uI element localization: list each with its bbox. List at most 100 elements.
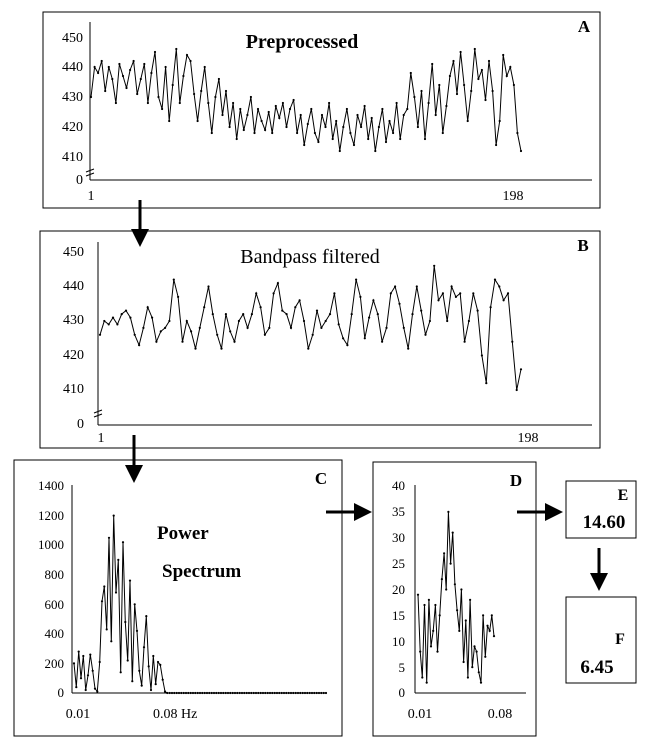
panel-b-point	[515, 388, 518, 392]
panel-c-point	[217, 691, 220, 695]
panel-c-point	[294, 691, 297, 695]
panel-b-point	[263, 333, 266, 336]
panel-c-point	[203, 691, 206, 695]
panel-c-point	[285, 691, 288, 695]
panel-b-point	[224, 313, 227, 316]
panel-b-ytick-420: 420	[63, 348, 84, 363]
panel-c-point	[166, 691, 169, 695]
panel-b-point	[302, 319, 306, 323]
panel-a-point	[246, 113, 249, 117]
panel-a-point	[377, 125, 380, 129]
panel-d-point	[490, 614, 493, 617]
panel-b-point	[446, 319, 449, 323]
panel-d-xtick-start: 0.01	[408, 707, 433, 722]
panel-a-point	[434, 113, 437, 117]
panel-d-point	[488, 629, 491, 633]
panel-d-letter: D	[510, 471, 522, 490]
panel-a-point	[278, 116, 281, 120]
panel-c-point	[229, 691, 232, 695]
panel-b-ytick-450: 450	[63, 245, 84, 260]
panel-b-point	[315, 309, 319, 312]
panel-a-point	[296, 131, 299, 135]
panel-b-point	[407, 347, 410, 350]
panel-b-point	[281, 309, 284, 312]
panel-d-series-line	[417, 511, 495, 683]
panel-b-point	[229, 330, 232, 333]
panel-c-point	[315, 691, 318, 695]
panel-c-point	[180, 691, 183, 695]
panel-a-point	[185, 53, 189, 57]
panel-e: E 14.60	[565, 480, 637, 539]
panel-a-point	[196, 119, 199, 123]
panel-a-point	[285, 125, 288, 129]
panel-d-point	[416, 593, 420, 596]
panel-b-ytick-430: 430	[63, 313, 84, 328]
panel-d-point	[475, 650, 478, 653]
panel-a-frame	[42, 11, 601, 209]
panel-d-point	[449, 562, 452, 565]
panel-d-ytick-40: 40	[392, 478, 405, 493]
panel-b-point	[133, 333, 136, 336]
panel-a-point	[392, 131, 395, 135]
panel-a-point	[239, 107, 242, 111]
panel-b-title: Bandpass filtered	[240, 246, 379, 268]
panel-d-point	[477, 671, 480, 674]
panel-b-point	[411, 313, 414, 316]
panel-a-point	[175, 47, 178, 51]
panel-a-point	[97, 71, 100, 75]
panel-a-point	[306, 122, 309, 126]
panel-c-point	[140, 684, 143, 687]
panel-a-point	[384, 140, 388, 144]
panel-b-point	[272, 292, 275, 295]
panel-c-point	[222, 691, 225, 695]
panel-b-point	[233, 340, 236, 343]
panel-d-ytick-5: 5	[399, 660, 406, 675]
panel-a-point	[274, 104, 277, 108]
panel-c-ytick-1400: 1400	[38, 478, 64, 493]
panel-d-point	[458, 629, 461, 633]
panel-c-point	[86, 674, 90, 677]
panel-b-point	[138, 344, 141, 347]
panel-b-point	[185, 319, 188, 323]
panel-a-point	[111, 77, 114, 81]
panel-c-point	[280, 691, 283, 695]
panel-a-point	[221, 113, 224, 117]
panel-d-point	[464, 619, 467, 622]
panel-b-point	[476, 309, 479, 312]
panel-a-point	[207, 101, 210, 105]
panel-b-point	[359, 295, 362, 298]
panel-d-point	[438, 614, 441, 617]
panel-b-point	[198, 326, 201, 329]
panel-c-point	[79, 677, 83, 680]
panel-b-point	[207, 285, 210, 288]
panel-b-point	[441, 292, 444, 295]
panel-c-point	[124, 620, 127, 624]
panel-a-point	[413, 95, 416, 99]
panel-c-point	[84, 688, 87, 692]
panel-b-point	[420, 309, 423, 312]
panel-a-point	[164, 65, 167, 69]
panel-b-point	[294, 306, 297, 309]
panel-b-point	[424, 333, 427, 336]
panel-b-point	[428, 319, 431, 323]
panel-a-point	[100, 59, 103, 63]
panel-d-point	[453, 583, 456, 586]
panel-c-point	[175, 691, 178, 695]
panel-b-point	[250, 313, 253, 316]
panel-a-point	[395, 101, 398, 105]
panel-b-point	[164, 326, 167, 329]
panel-b-point	[324, 319, 327, 323]
panel-c-point	[278, 691, 281, 695]
panel-b-point	[146, 306, 149, 309]
panel-b-point	[307, 347, 310, 350]
panel-a-point	[448, 74, 451, 78]
panel-a-point	[335, 119, 338, 123]
panel-a-point	[470, 89, 473, 93]
panel-c-point	[308, 691, 311, 695]
panel-c-point	[152, 654, 155, 658]
panel-a-point	[502, 53, 505, 57]
panel-c-xtick-start: 0.01	[66, 707, 91, 722]
panel-c-point	[205, 691, 209, 695]
panel-b-point	[129, 316, 132, 319]
panel-a-point	[114, 101, 117, 105]
